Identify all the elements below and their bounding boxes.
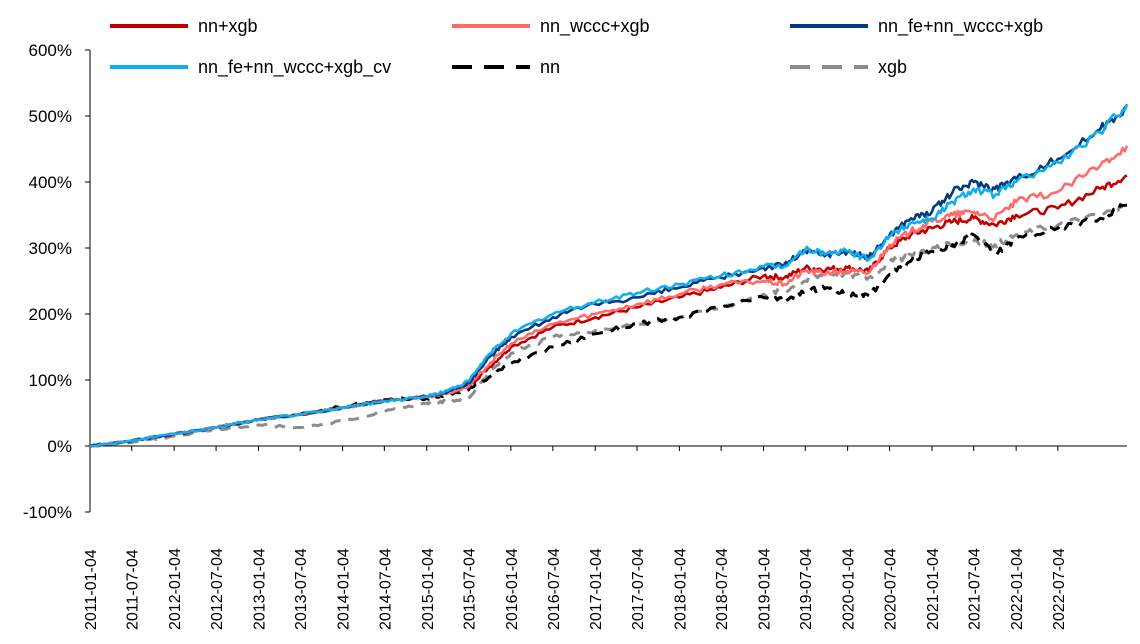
series-line-nn-xgb	[89, 174, 1128, 448]
x-tick-label: 2015-01-04	[420, 548, 437, 630]
x-tick-label: 2018-07-04	[714, 548, 731, 630]
x-tick-label: 2012-01-04	[167, 548, 184, 630]
y-tick-label: -100%	[23, 503, 72, 522]
legend-label: nn_wccc+xgb	[540, 16, 650, 37]
x-tick-label: 2020-01-04	[841, 548, 858, 630]
series-line-xgb	[89, 202, 1129, 448]
x-tick-label: 2012-07-04	[209, 548, 226, 630]
x-tick-label: 2013-07-04	[293, 548, 310, 630]
x-tick-label: 2018-01-04	[672, 548, 689, 630]
y-tick-label: 200%	[29, 305, 72, 324]
legend-item: nn_wccc+xgb	[452, 16, 650, 37]
x-tick-label: 2016-01-04	[504, 548, 521, 630]
y-tick-label: 400%	[29, 173, 72, 192]
x-tick-label: 2017-01-04	[588, 548, 605, 630]
x-tick-label: 2011-07-04	[125, 549, 142, 630]
y-tick-label: 100%	[29, 371, 72, 390]
x-tick-label: 2016-07-04	[546, 548, 563, 630]
x-tick-label: 2019-07-04	[798, 548, 815, 630]
x-tick-label: 2014-01-04	[336, 548, 353, 630]
x-tick-label: 2017-07-04	[630, 548, 647, 630]
y-tick-label: 600%	[29, 41, 72, 60]
x-axis: 2011-01-04 2011-07-04 2012-01-04 2012-07-04…	[83, 445, 1127, 630]
x-tick-label: 2011-01-04	[83, 549, 100, 630]
series-line-nn-fe-nn-wccc-xgb	[89, 105, 1128, 448]
series-line-nn	[89, 203, 1128, 448]
legend: nn+xgb nn_wccc+xgb nn_fe+nn_wccc+xgb nn_fe+…	[110, 16, 1043, 78]
legend-item: nn_fe+nn_wccc+xgb	[790, 16, 1043, 37]
legend-label: nn+xgb	[198, 16, 258, 36]
legend-item: nn_fe+nn_wccc+xgb_cv	[110, 57, 391, 78]
x-tick-label: 2019-01-04	[757, 548, 774, 630]
x-tick-label: 2021-01-04	[925, 548, 942, 630]
x-tick-label: 2021-07-04	[967, 548, 984, 630]
legend-label: nn_fe+nn_wccc+xgb	[878, 16, 1043, 37]
legend-item: nn+xgb	[110, 16, 258, 36]
x-tick-label: 2014-07-04	[377, 548, 394, 630]
legend-label: nn	[540, 57, 560, 77]
x-tick-label: 2022-07-04	[1051, 548, 1068, 630]
x-tick-label: 2015-07-04	[461, 548, 478, 630]
y-tick-label: 0%	[47, 437, 72, 456]
legend-label: xgb	[878, 57, 907, 77]
y-tick-label: 500%	[29, 107, 72, 126]
y-axis: -100% 0% 100% 200% 300% 400% 500% 600%	[23, 41, 91, 522]
y-tick-label: 300%	[29, 239, 72, 258]
series-line-nn-fe-nn-wccc-xgb-cv	[89, 103, 1129, 448]
x-tick-label: 2013-01-04	[251, 548, 268, 630]
plot-area	[89, 103, 1129, 448]
legend-item: xgb	[790, 57, 907, 77]
x-tick-label: 2020-07-04	[883, 548, 900, 630]
legend-label: nn_fe+nn_wccc+xgb_cv	[198, 57, 391, 78]
legend-item: nn	[452, 57, 560, 77]
x-tick-label: 2022-01-04	[1009, 548, 1026, 630]
